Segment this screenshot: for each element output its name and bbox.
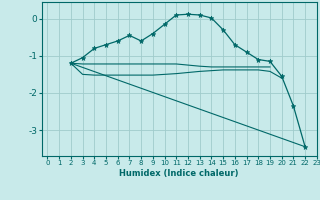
X-axis label: Humidex (Indice chaleur): Humidex (Indice chaleur) [119, 169, 239, 178]
